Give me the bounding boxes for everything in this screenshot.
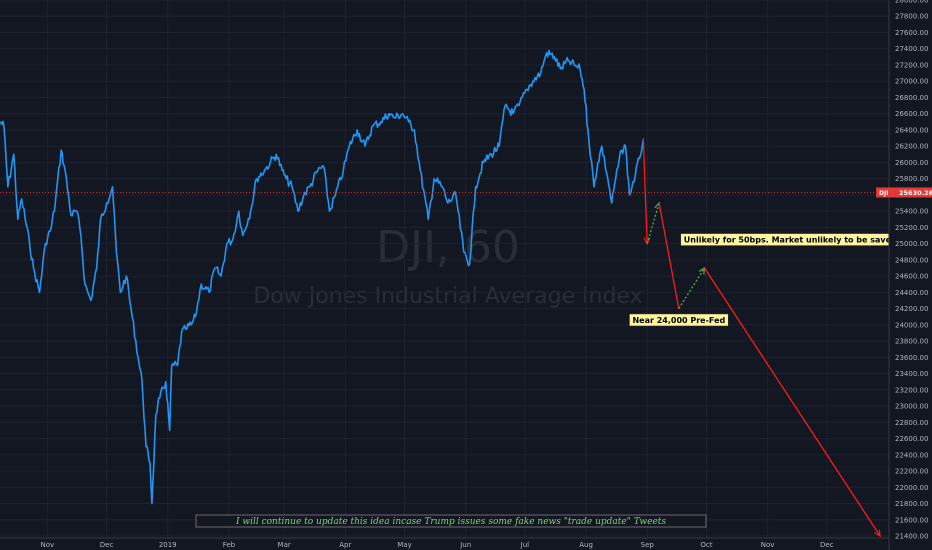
series-layer bbox=[0, 49, 645, 505]
projection-layer bbox=[642, 138, 881, 536]
time-axis[interactable]: Nov Dec 2019 Feb Mar Apr May Jun Jul Aug Sep Oct Nov… bbox=[0, 537, 889, 549]
y-tick-label: 23800.00 bbox=[895, 338, 928, 346]
watermark: DJI, 60 Dow Jones Industrial Average Ind… bbox=[253, 222, 642, 309]
y-tick-label: 24600.00 bbox=[895, 273, 928, 281]
x-tick-label: Nov bbox=[761, 541, 775, 549]
y-tick-label: 21400.00 bbox=[895, 533, 928, 541]
y-tick-label: 23200.00 bbox=[895, 386, 928, 394]
y-tick-label: 25000.00 bbox=[895, 240, 928, 248]
y-tick-label: 23400.00 bbox=[895, 370, 928, 378]
last-price-badge bbox=[876, 187, 932, 198]
y-tick-label: 27800.00 bbox=[895, 13, 928, 21]
y-tick-label: 24000.00 bbox=[895, 321, 928, 329]
y-tick-label: 21800.00 bbox=[895, 500, 928, 508]
projection-rebound-arrow[interactable] bbox=[646, 203, 659, 244]
x-tick-label: Dec bbox=[820, 541, 834, 549]
y-tick-label: 26800.00 bbox=[895, 94, 928, 102]
projection-decline-arrow[interactable] bbox=[642, 138, 647, 244]
annotation-callout[interactable]: Near 24,000 Pre-Fed bbox=[629, 313, 729, 327]
y-tick-label: 23600.00 bbox=[895, 354, 928, 362]
projection-decline-arrow[interactable] bbox=[658, 202, 680, 309]
y-tick-label: 25400.00 bbox=[895, 208, 928, 216]
y-tick-label: 24800.00 bbox=[895, 256, 928, 264]
y-tick-label: 22400.00 bbox=[895, 451, 928, 459]
y-tick-label: 23000.00 bbox=[895, 403, 928, 411]
y-tick-label: 22200.00 bbox=[895, 468, 928, 476]
y-tick-label: 24400.00 bbox=[895, 289, 928, 297]
watermark-title: DJI, 60 bbox=[376, 222, 520, 273]
x-tick-label: Apr bbox=[339, 541, 351, 549]
y-tick-label: 25800.00 bbox=[895, 175, 928, 183]
footnote-box bbox=[195, 514, 707, 528]
y-tick-label: 21600.00 bbox=[895, 516, 928, 524]
x-tick-label: 2019 bbox=[159, 541, 177, 549]
x-tick-label: Aug bbox=[579, 541, 593, 549]
projection-rebound-arrow[interactable] bbox=[678, 268, 705, 309]
y-tick-label: 24200.00 bbox=[895, 305, 928, 313]
watermark-subtitle: Dow Jones Industrial Average Index bbox=[253, 284, 642, 309]
y-tick-label: 26200.00 bbox=[895, 143, 928, 151]
x-tick-label: Feb bbox=[223, 541, 236, 549]
price-series-line bbox=[0, 49, 645, 505]
x-tick-label: Dec bbox=[100, 541, 114, 549]
x-tick-label: Oct bbox=[700, 541, 712, 549]
x-tick-label: Nov bbox=[41, 541, 55, 549]
y-tick-label: 22800.00 bbox=[895, 419, 928, 427]
projection-decline-arrow[interactable] bbox=[703, 267, 881, 536]
footnote-layer: I will continue to update this idea inca… bbox=[195, 514, 707, 528]
y-tick-label: 27000.00 bbox=[895, 78, 928, 86]
annotation-box bbox=[629, 313, 729, 327]
y-tick-label: 26400.00 bbox=[895, 126, 928, 134]
price-axis-panel bbox=[889, 0, 932, 550]
last-price-marker: DJI 25630.26 bbox=[0, 187, 932, 198]
x-tick-label: Mar bbox=[278, 541, 291, 549]
y-tick-label: 26000.00 bbox=[895, 159, 928, 167]
x-tick-label: Jul bbox=[520, 541, 530, 549]
y-tick-label: 27200.00 bbox=[895, 61, 928, 69]
last-price-symbol: DJI bbox=[879, 190, 888, 197]
annotation-layer: Unlikely for 50bps. Market unlikely to b… bbox=[629, 233, 904, 327]
y-tick-label: 26600.00 bbox=[895, 110, 928, 118]
annotation-text: Unlikely for 50bps. Market unlikely to b… bbox=[684, 236, 900, 245]
y-tick-label: 25200.00 bbox=[895, 224, 928, 232]
y-tick-label: 22600.00 bbox=[895, 435, 928, 443]
x-tick-label: Sep bbox=[641, 541, 655, 549]
y-tick-label: 28000.00 bbox=[895, 0, 928, 5]
grid bbox=[0, 0, 889, 538]
footnote-text: I will continue to update this idea inca… bbox=[235, 517, 666, 527]
annotation-text: Near 24,000 Pre-Fed bbox=[632, 316, 725, 325]
y-tick-label: 22000.00 bbox=[895, 484, 928, 492]
last-price-value: 25630.26 bbox=[899, 189, 932, 197]
x-tick-label: Jun bbox=[459, 541, 471, 549]
y-tick-label: 27400.00 bbox=[895, 45, 928, 53]
x-tick-label: May bbox=[397, 541, 411, 549]
price-axis[interactable]: 21400.00 21600.00 21800.00 22000.00 22200.00… bbox=[888, 0, 932, 550]
annotation-callout[interactable]: Unlikely for 50bps. Market unlikely to b… bbox=[680, 233, 904, 246]
y-tick-label: 27600.00 bbox=[895, 29, 928, 37]
